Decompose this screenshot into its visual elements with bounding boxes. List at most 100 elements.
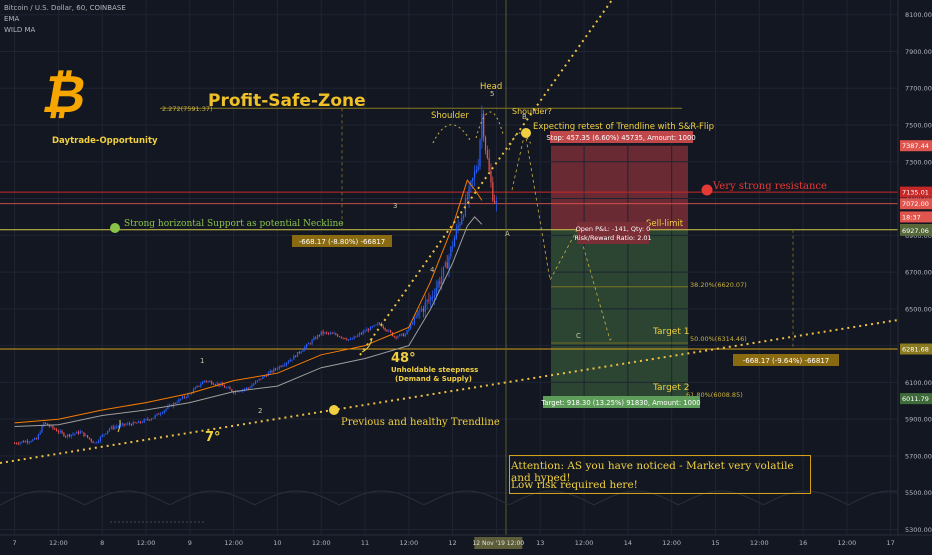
candle-body <box>430 296 432 301</box>
candle-body <box>223 385 226 388</box>
candle-body <box>43 422 45 426</box>
x-tick-label: 12:00 <box>312 539 331 547</box>
price-label: 18:37 <box>902 213 921 221</box>
candle-body <box>284 364 286 366</box>
candle-body <box>116 426 118 428</box>
x-tick-label: 9 <box>188 539 192 547</box>
candle-body <box>96 442 98 444</box>
candle-body <box>481 113 483 140</box>
y-tick-label: 6500.00 <box>905 305 932 313</box>
y-tick-label: 5500.00 <box>905 489 932 497</box>
candle-body <box>388 330 390 332</box>
candle-body <box>218 383 220 386</box>
candle-body <box>165 408 167 411</box>
resistance-marker <box>701 184 713 196</box>
candle-body <box>161 412 164 414</box>
wave-label: 1 <box>200 357 204 365</box>
candle-body <box>442 266 445 277</box>
candle-body <box>371 326 373 328</box>
candle-body <box>234 391 237 393</box>
x-tick-label: 10 <box>273 539 281 547</box>
candle-body <box>79 431 81 434</box>
x-tick-label: 12 <box>449 539 457 547</box>
healthy-trendline <box>0 319 899 464</box>
x-tick-label: 7 <box>13 539 17 547</box>
candle-body <box>340 336 342 338</box>
candle-body <box>30 441 32 443</box>
candle-body <box>470 180 472 187</box>
attention-callout: Attention: AS you have noticed - Market … <box>509 455 811 494</box>
candle-body <box>101 435 103 437</box>
x-tick-label: 14 <box>624 539 632 547</box>
candle-body <box>477 166 479 170</box>
candle-body <box>289 359 291 362</box>
neckline-label: Strong horizontal Support as potential N… <box>124 219 344 229</box>
candle-body <box>76 431 78 434</box>
price-axis[interactable] <box>898 0 932 550</box>
candle-body <box>309 343 311 345</box>
candle-body <box>468 186 470 199</box>
candle-body <box>45 422 47 424</box>
candle-body <box>212 383 215 385</box>
candle-body <box>346 339 348 340</box>
candle-body <box>68 434 70 437</box>
shoulder-question-label: Shoulder? <box>512 107 552 116</box>
x-tick-label: 13 <box>536 539 544 547</box>
candle-body <box>271 370 273 372</box>
y-tick-label: 5700.00 <box>905 452 932 460</box>
candle-body <box>366 329 368 332</box>
candle-body <box>57 431 60 433</box>
candle-body <box>127 423 129 425</box>
candle-body <box>285 362 288 365</box>
price-label: 6281.68 <box>902 346 929 354</box>
candle-body <box>77 431 80 434</box>
candle-body <box>463 215 465 219</box>
candle-body <box>72 434 74 435</box>
time-cursor-box <box>474 537 523 549</box>
candle-body <box>249 387 251 389</box>
fib-500-label: 50.00%(6314.46) <box>690 335 747 343</box>
candle-body <box>431 296 434 298</box>
candle-body <box>203 380 206 382</box>
measure-label: -668.17 (-9.64%) -66817 <box>743 357 830 365</box>
x-tick-label: 17 <box>887 539 895 547</box>
candle-body <box>118 426 120 428</box>
x-tick-label: 12:00 <box>49 539 68 547</box>
candle-body <box>296 352 299 357</box>
candle-body <box>34 438 36 440</box>
candle-body <box>273 368 275 372</box>
angle-48-label: 48° <box>391 351 416 366</box>
candle-body <box>37 434 39 440</box>
fib-2272-label: 2.272(7591.37) <box>162 105 213 113</box>
sell-limit-label: Sell-limit <box>646 219 684 229</box>
candle-body <box>320 331 322 336</box>
candle-body <box>147 419 149 420</box>
candle-body <box>176 402 178 404</box>
candle-body <box>152 417 154 419</box>
indicator-ema-label: EMA <box>4 15 20 23</box>
candle-body <box>408 328 410 331</box>
candle-body <box>180 398 182 400</box>
candle-body <box>338 336 341 338</box>
candle-body <box>81 431 83 433</box>
candle-body <box>275 368 277 370</box>
steepness-sub-label: (Demand & Supply) <box>395 375 472 383</box>
candle-body <box>216 383 218 385</box>
y-tick-label: 5900.00 <box>905 416 932 424</box>
candle-body <box>368 329 370 331</box>
candle-body <box>97 440 100 443</box>
candle-body <box>379 323 381 325</box>
candle-body <box>344 337 346 340</box>
candle-body <box>59 431 61 433</box>
candle-body <box>35 438 38 440</box>
ma-line-wild-ma <box>14 179 483 424</box>
candle-body <box>15 443 18 444</box>
candle-body <box>322 331 324 334</box>
candle-body <box>313 337 315 341</box>
x-tick-label: 15 <box>711 539 719 547</box>
retest-label: Expecting retest of Trendline with S&R-F… <box>533 122 714 132</box>
x-tick-label: 12:00 <box>224 539 243 547</box>
candle-body <box>475 169 477 172</box>
